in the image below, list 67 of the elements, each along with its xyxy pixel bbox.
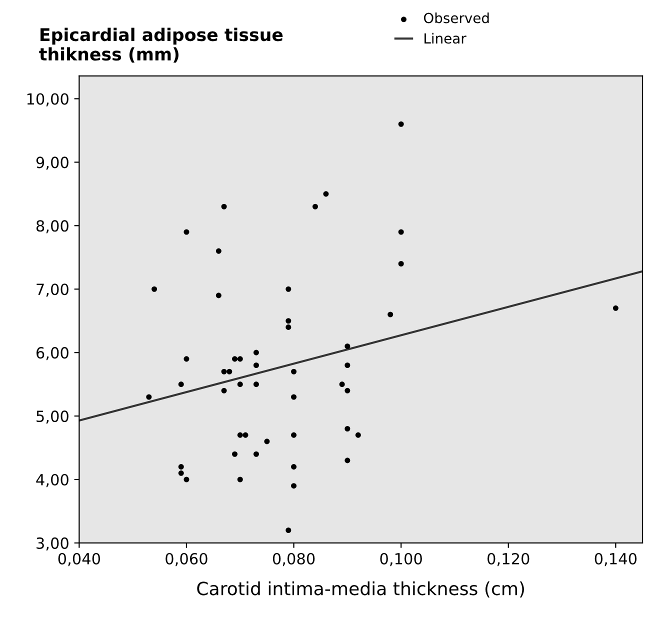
point [221,368,227,374]
point [253,382,260,388]
point [178,470,184,476]
y-tick-label: 3,00 [36,537,68,551]
point [291,368,297,374]
y-tick-label: 9,00 [36,156,68,170]
point [253,350,260,356]
point [286,324,292,330]
point [291,394,297,400]
point [242,432,248,438]
point [253,362,260,368]
point [291,432,297,438]
point [226,368,232,374]
point [178,382,184,388]
point [323,191,329,197]
legend-label: Observed [424,12,489,24]
point [232,451,238,457]
x-tick-label: 0,140 [594,552,637,566]
point [344,426,350,432]
y-tick-label: 7,00 [36,284,68,297]
point [398,229,404,235]
point [146,394,152,400]
point [388,312,394,318]
point [184,476,190,482]
x-tick-label: 0,100 [380,552,422,566]
point [398,121,404,127]
point [344,458,350,464]
point [344,388,350,394]
point [237,432,243,438]
point [232,356,238,362]
point [312,204,318,210]
y-tick-label: 10,00 [27,93,68,106]
point [184,356,190,362]
point [286,318,292,324]
point [291,483,297,489]
point [339,382,345,388]
point [221,204,227,210]
x-axis-title: Carotid intima-media thickness (cm) [197,581,524,598]
point [264,438,270,444]
x-tick-label: 0,120 [488,552,530,566]
y-axis-title: Epicardial adipose tissue thikness (mm) [39,28,283,63]
point [178,464,184,470]
point [344,343,350,350]
x-tick-label: 0,080 [272,552,315,566]
point [237,356,243,362]
y-tick-label: 4,00 [36,474,68,488]
legend-label: Linear [424,32,466,44]
x-tick-label: 0,040 [58,552,100,566]
point [237,382,243,388]
point [355,432,361,438]
point [221,388,227,394]
x-tick-label: 0,060 [166,552,208,566]
point [216,292,222,298]
y-tick-label: 6,00 [36,347,68,360]
point [152,286,158,292]
y-tick-label: 5,00 [36,410,68,424]
point [286,286,292,292]
point [398,260,404,267]
point [216,248,222,254]
point [253,451,260,457]
point [286,527,292,534]
point [612,305,618,311]
point [237,476,243,482]
y-tick-label: 8,00 [36,220,68,234]
point [291,464,297,470]
point [344,362,350,368]
point [184,229,190,235]
